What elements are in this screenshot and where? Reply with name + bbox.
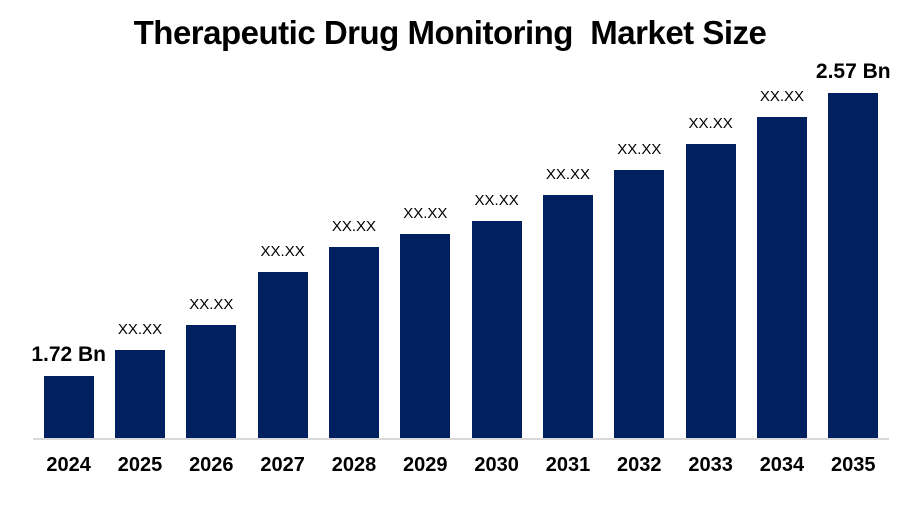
bar-column-2032: XX.XX: [604, 142, 675, 438]
bar-2035: [828, 93, 879, 438]
bar-2026: [186, 325, 237, 438]
bar-value-label: XX.XX: [189, 296, 234, 313]
bar-value-label: XX.XX: [331, 218, 377, 235]
x-tick-2031: 2031: [545, 454, 591, 476]
bar-2027: [257, 272, 308, 438]
bar-column-2025: XX.XX: [104, 322, 175, 438]
bar-2033: [685, 144, 736, 438]
bar-value-label: 2.57 Bn: [815, 60, 891, 83]
bar-value-label: 1.72 Bn: [31, 343, 107, 366]
x-tick-2025: 2025: [117, 454, 163, 476]
bar-value-label: XX.XX: [759, 88, 805, 105]
x-axis: 2024 2025 2026 2027 2028 2029 2030 2031 2032 2033…: [33, 453, 889, 477]
bar-value-label: XX.XX: [474, 192, 519, 209]
bar-column-2031: XX.XX: [532, 167, 603, 438]
bar-value-label: XX.XX: [545, 166, 591, 183]
x-tick-2034: 2034: [759, 454, 805, 476]
bar-column-2034: XX.XX: [746, 89, 817, 438]
bar-column-2027: XX.XX: [247, 244, 318, 438]
chart-title: Therapeutic Drug Monitoring Market Size: [133, 14, 767, 51]
bar-2025: [114, 350, 165, 438]
bar-2031: [542, 195, 593, 438]
bar-value-label: XX.XX: [260, 243, 305, 260]
x-tick-2028: 2028: [331, 454, 377, 476]
x-tick-2029: 2029: [403, 454, 448, 476]
bar-column-2026: XX.XX: [176, 297, 247, 438]
x-tick-2035: 2035: [831, 454, 876, 476]
bar-value-label: XX.XX: [688, 115, 733, 132]
bar-2030: [471, 221, 522, 438]
bar-value-label: XX.XX: [403, 205, 448, 222]
bar-value-label: XX.XX: [117, 321, 163, 338]
bar-2028: [328, 247, 379, 438]
bar-column-2033: XX.XX: [675, 116, 746, 438]
plot-area: 1.72 Bn XX.XX XX.XX XX.XX XX.XX XX.XX XX.XX XX.…: [31, 53, 891, 440]
bar-2034: [756, 117, 807, 438]
x-tick-2030: 2030: [474, 454, 519, 476]
x-tick-2026: 2026: [189, 454, 234, 476]
x-tick-2027: 2027: [260, 454, 305, 476]
bar-column-2030: XX.XX: [461, 193, 532, 438]
bar-column-2024: 1.72 Bn: [31, 343, 107, 438]
bar-2029: [400, 234, 451, 438]
bar-value-label: XX.XX: [617, 141, 662, 158]
x-tick-2032: 2032: [617, 454, 662, 476]
bar-column-2029: XX.XX: [390, 206, 461, 438]
x-tick-2033: 2033: [688, 454, 733, 476]
bar-column-2035: 2.57 Bn: [815, 60, 891, 438]
bar-2024: [43, 376, 94, 438]
bar-2032: [614, 170, 665, 438]
bar-column-2028: XX.XX: [318, 219, 389, 438]
x-tick-2024: 2024: [46, 454, 91, 476]
